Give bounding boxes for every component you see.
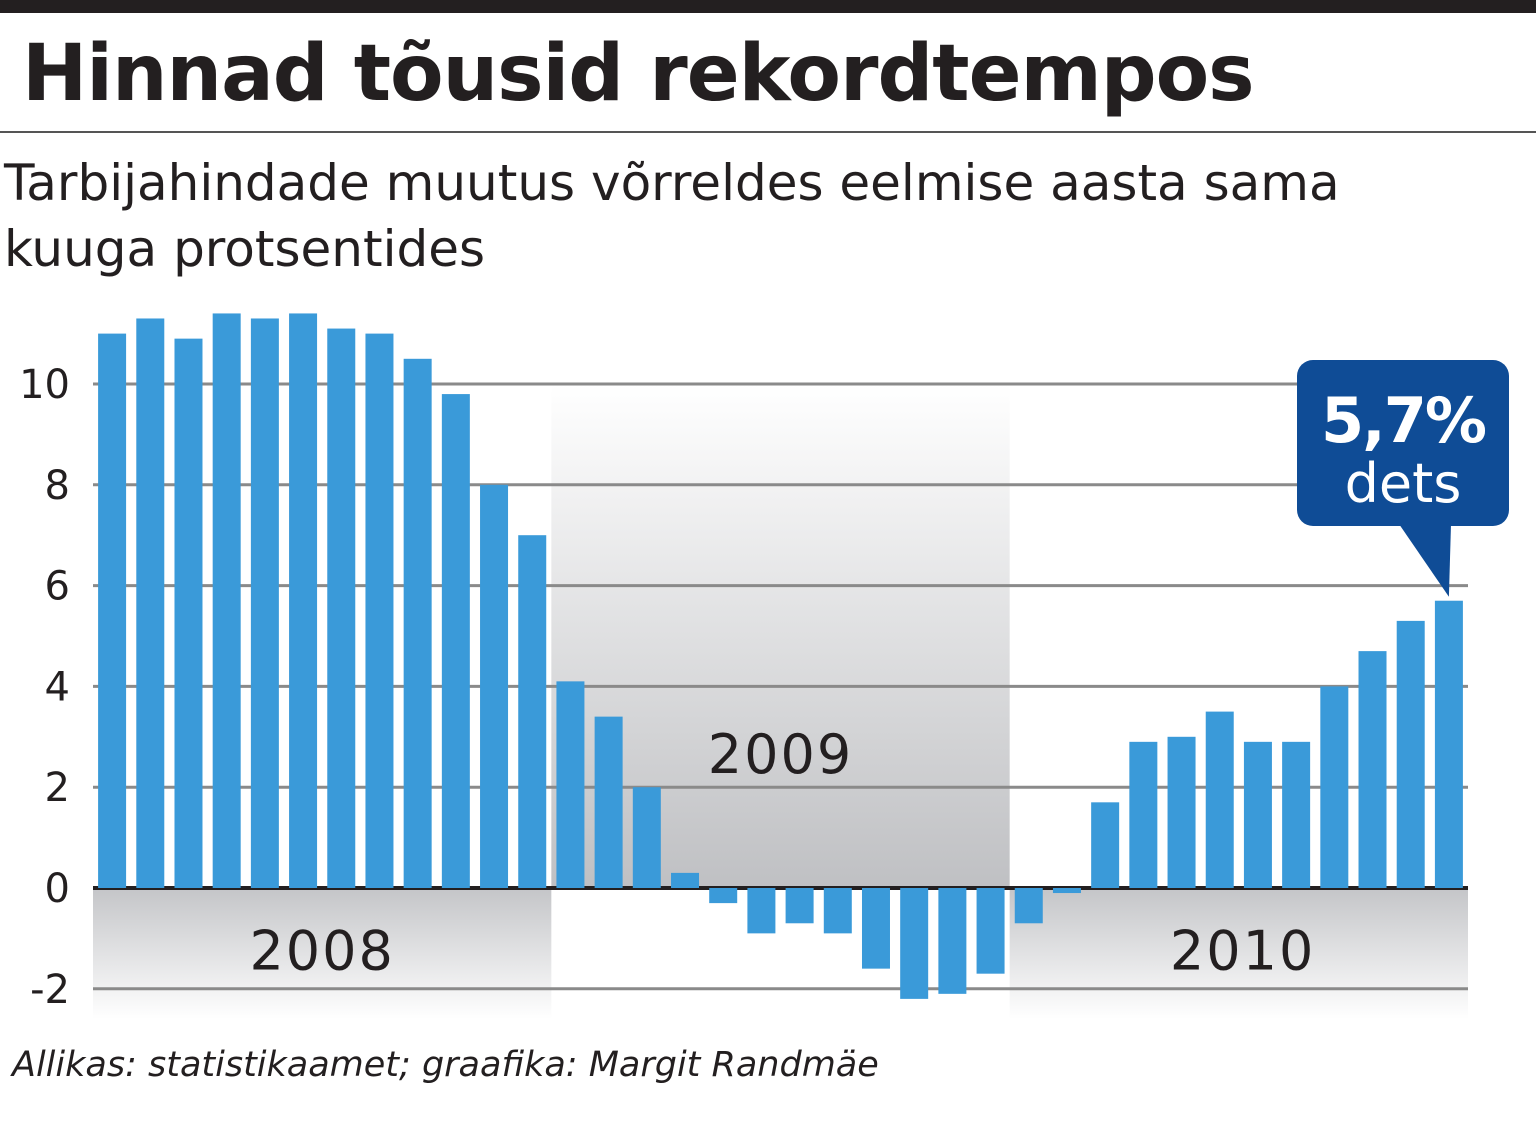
- bar: [518, 535, 547, 888]
- y-tick-label: 2: [45, 765, 70, 811]
- bar: [327, 328, 356, 888]
- page-title: Hinnad tõusid rekordtempos: [22, 29, 1255, 119]
- bar-chart: -2 0 2 4 6 8 10 2008 2009 2010 5,7%dets: [19, 313, 1509, 1020]
- year-label-2010: 2010: [1170, 920, 1315, 983]
- bar: [1434, 600, 1463, 888]
- bar: [1243, 741, 1272, 888]
- callout-pointer: [1399, 524, 1451, 597]
- bar: [174, 338, 203, 888]
- bar: [480, 484, 509, 888]
- bar: [785, 888, 814, 924]
- bar: [632, 787, 661, 888]
- bar: [671, 872, 700, 888]
- year-label-2008: 2008: [249, 920, 394, 983]
- bar: [1129, 741, 1158, 888]
- source-note: Allikas: statistikaamet; graafika: Margi…: [12, 1045, 879, 1085]
- bar: [1052, 888, 1081, 894]
- bar: [1014, 888, 1043, 924]
- chart-subtitle: Tarbijahindade muutus võrreldes eelmise …: [4, 154, 1340, 278]
- bar: [1282, 741, 1311, 888]
- y-tick-label: 6: [45, 564, 70, 610]
- bar: [861, 888, 890, 969]
- bar: [250, 318, 279, 889]
- y-axis-ticks: -2 0 2 4 6 8 10: [19, 362, 70, 1013]
- bar: [747, 888, 776, 934]
- year-labels: 2008 2009 2010: [249, 723, 1315, 983]
- gridlines: [93, 382, 1468, 991]
- bar: [98, 333, 127, 889]
- bar: [1167, 736, 1196, 888]
- callout-box: [1297, 360, 1509, 526]
- year-band-2009: [551, 384, 1010, 888]
- bar: [136, 318, 165, 889]
- bar: [1091, 802, 1120, 888]
- y-tick-label: 4: [45, 664, 70, 710]
- year-band-2010: [1009, 888, 1468, 1020]
- callout-label: dets: [1345, 452, 1462, 515]
- bar: [365, 333, 394, 889]
- bars: [98, 313, 1463, 999]
- bar: [1358, 651, 1387, 888]
- bar: [1320, 686, 1349, 888]
- bar: [976, 888, 1005, 974]
- bar: [938, 888, 967, 994]
- year-bands: [93, 384, 1468, 1020]
- bar: [1205, 711, 1234, 888]
- callout-value: 5,7%: [1321, 384, 1486, 457]
- bar: [441, 394, 470, 888]
- bar: [403, 358, 432, 888]
- callout: 5,7%dets: [1297, 360, 1509, 597]
- bar: [212, 313, 241, 888]
- top-rule: [0, 0, 1536, 13]
- title-divider: [0, 131, 1536, 133]
- bar: [823, 888, 852, 934]
- y-tick-label: 0: [45, 866, 70, 912]
- bar: [1396, 620, 1425, 888]
- year-label-2009: 2009: [708, 723, 853, 786]
- bar: [556, 681, 585, 888]
- year-band-2008: [93, 888, 552, 1020]
- y-tick-label: 10: [19, 362, 70, 408]
- bar: [900, 888, 929, 999]
- bar: [594, 716, 623, 888]
- bar: [289, 313, 318, 888]
- y-tick-label: -2: [30, 967, 70, 1013]
- bar: [709, 888, 738, 904]
- y-tick-label: 8: [45, 463, 70, 509]
